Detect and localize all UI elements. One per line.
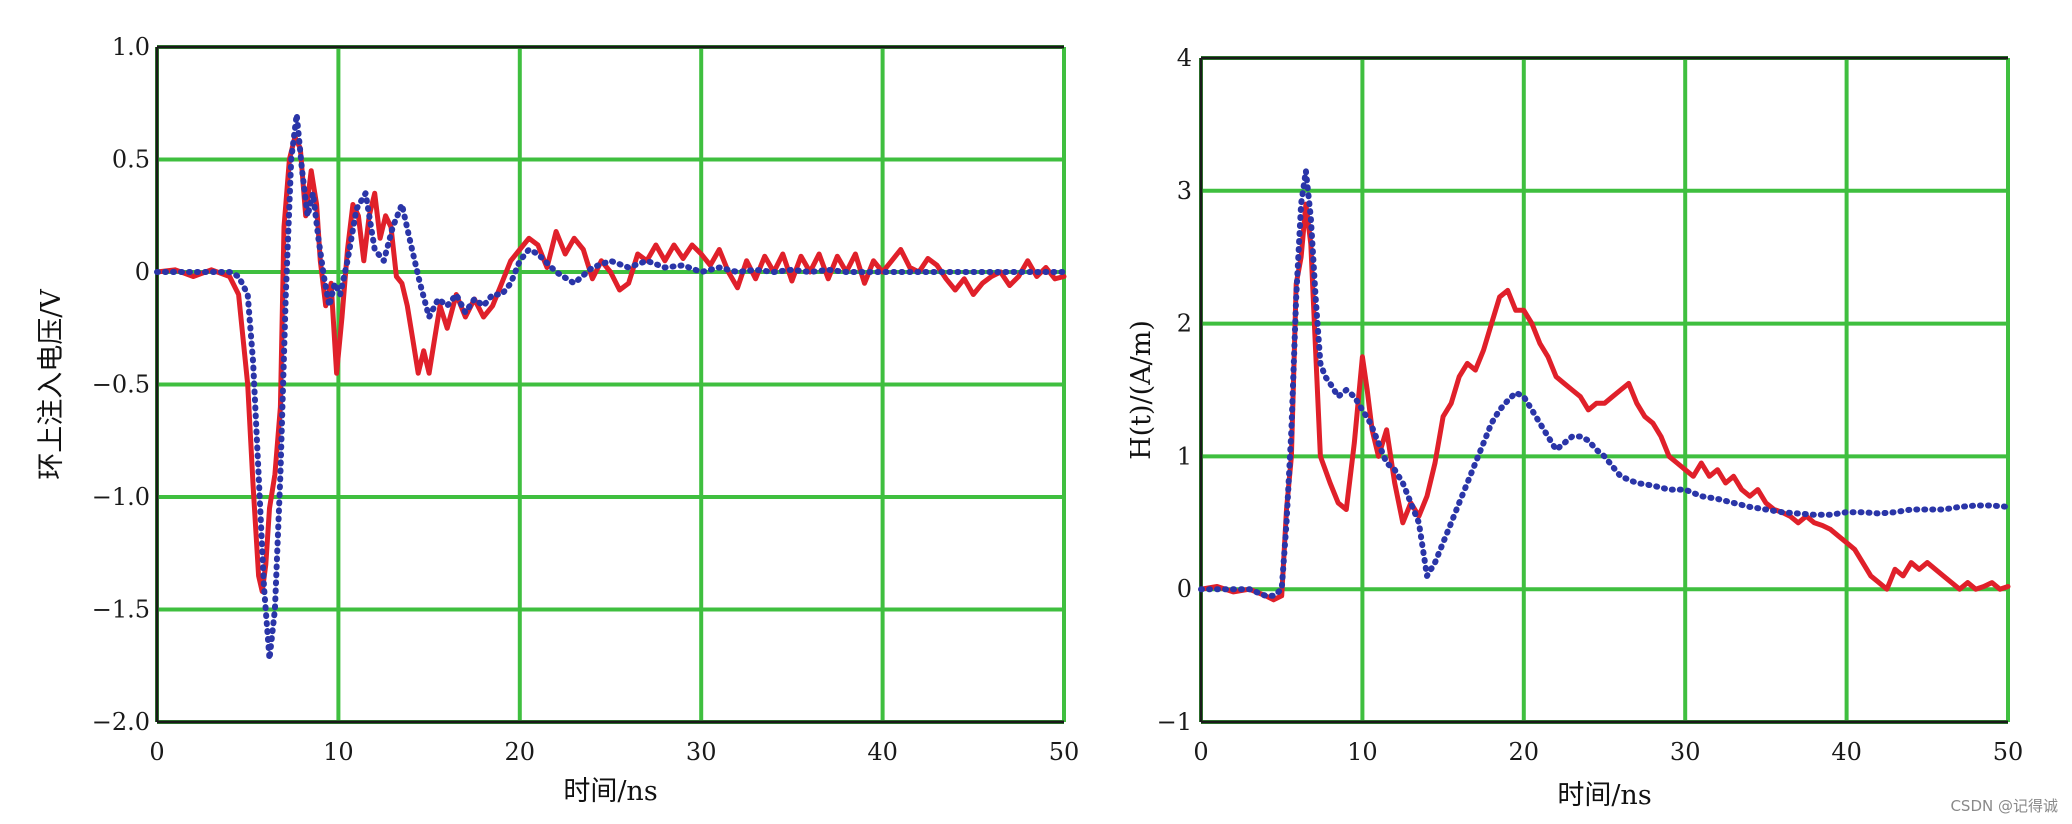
y-tick-label: 0.5 [112, 146, 150, 174]
measured-series-line [154, 134, 1067, 594]
x-tick-label: 20 [1509, 738, 1540, 766]
x-tick-label: 30 [1670, 738, 1701, 766]
x-tick-label: 10 [323, 738, 354, 766]
y-tick-label: 2 [1177, 310, 1192, 338]
y-axis-label: 环上注入电压/V [36, 289, 67, 480]
simulated-series-line [154, 111, 1067, 662]
x-tick-label: 10 [1347, 738, 1378, 766]
voltage-chart: 0 10 20 30 40 50 1.0 0.5 0 −0.5 −1.0 −1.5 −2.0 时间/ns 环… [36, 33, 1079, 807]
x-axis-label: 时间/ns [1557, 780, 1651, 811]
x-tick-label: 40 [867, 738, 898, 766]
y-tick-label: 0 [135, 258, 150, 286]
y-tick-label: 1.0 [112, 33, 150, 61]
x-tick-label: 20 [505, 738, 536, 766]
y-tick-label: 4 [1177, 44, 1192, 72]
y-tick-label: −1 [1157, 708, 1192, 736]
y-tick-label: 3 [1177, 177, 1192, 205]
y-tick-label: 0 [1177, 575, 1192, 603]
plot-area [1201, 58, 2008, 722]
x-tick-label: 0 [1193, 738, 1208, 766]
watermark-text: CSDN @记得诚 [1950, 797, 2058, 815]
x-tick-label: 50 [1993, 738, 2024, 766]
x-axis-label: 时间/ns [563, 776, 657, 807]
x-tick-label: 0 [149, 738, 164, 766]
y-axis-label: H(t)/(A/m) [1126, 320, 1157, 460]
x-tick-label: 30 [686, 738, 717, 766]
x-tick-label: 40 [1831, 738, 1862, 766]
simulated-series-line [1198, 167, 2011, 599]
measured-series-line [1198, 201, 2011, 603]
y-tick-label: −1.5 [92, 596, 150, 624]
y-tick-label: 1 [1177, 442, 1192, 470]
y-tick-label: −0.5 [92, 371, 150, 399]
y-tick-label: −2.0 [92, 708, 150, 736]
x-tick-label: 50 [1049, 738, 1080, 766]
y-tick-label: −1.0 [92, 483, 150, 511]
